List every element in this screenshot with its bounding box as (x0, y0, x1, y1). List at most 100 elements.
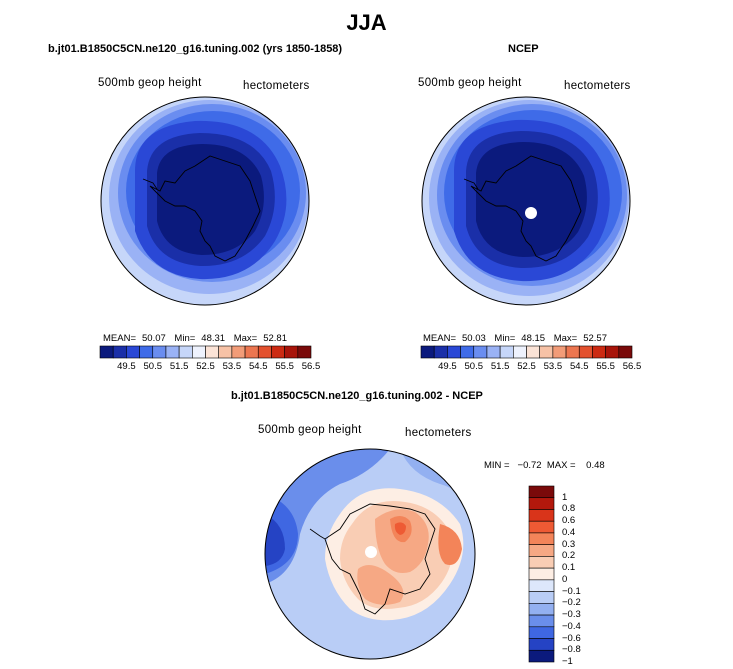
colorbar-swatch (528, 614, 555, 628)
colorbar-tick-label: 49.5 (438, 361, 457, 372)
colorbar-tick-label: 51.5 (490, 361, 510, 372)
colorbar-swatch (244, 345, 259, 359)
panel-1-colorbar (99, 345, 312, 359)
colorbar-swatch (528, 626, 555, 639)
colorbar-tick-label: 0.6 (562, 515, 576, 527)
colorbar-swatch (528, 567, 555, 581)
colorbar-swatch (99, 345, 114, 359)
colorbar-tick-label: 53.5 (222, 361, 242, 372)
colorbar-swatch (528, 603, 555, 616)
colorbar-swatch (271, 345, 285, 359)
colorbar-swatch (528, 579, 555, 592)
colorbar-tick-label: 55.5 (275, 361, 294, 372)
colorbar-tick-label: −0.6 (562, 632, 581, 644)
contour-band (357, 565, 404, 605)
colorbar-swatch (528, 485, 555, 499)
colorbar-swatch (126, 345, 140, 359)
panel-2-polar-map (421, 96, 631, 306)
colorbar-tick-label: −0.8 (562, 644, 581, 656)
contour-band (265, 514, 285, 566)
peninsula-coastline (309, 528, 326, 540)
colorbar-tick-label: 0.1 (562, 562, 576, 574)
colorbar-tick-label: 50.5 (143, 361, 163, 372)
panel-1-colorbar-ticks: 49.5 50.5 51.5 52.5 53.5 54.5 55.5 56.5 (100, 361, 320, 373)
panel-1-polar-map (100, 96, 310, 306)
missing-data-pole (525, 207, 537, 219)
colorbar-swatch (192, 345, 206, 359)
colorbar-tick-label: 0.2 (562, 550, 576, 562)
min-value: 48.15 (521, 333, 546, 344)
missing-data-pole (365, 546, 377, 558)
panel-2-subtitle-units: hectometers (564, 80, 631, 92)
min-label: Min= (494, 333, 516, 344)
antarctica-coastline (149, 155, 261, 262)
colorbar-tick-label: 0.8 (562, 503, 576, 515)
colorbar-swatch (605, 345, 620, 359)
colorbar-tick-label: 52.5 (517, 361, 536, 372)
contour-band (438, 524, 462, 565)
colorbar-tick-label: −0.1 (562, 585, 581, 597)
panel-1-subtitle-units: hectometers (243, 80, 310, 92)
diff-colorbar-labels: 1 0.8 0.6 0.4 0.3 0.2 0.1 0 −0.1 −0.2 −0… (562, 486, 602, 667)
panel-2-colorbar-ticks: 49.5 50.5 51.5 52.5 53.5 54.5 55.5 56.5 (421, 361, 641, 373)
colorbar-tick-label: 51.5 (169, 361, 189, 372)
colorbar-tick-label: 0.4 (562, 526, 576, 538)
colorbar-swatch (257, 345, 272, 359)
colorbar-swatch (178, 345, 193, 359)
map-border (100, 96, 310, 306)
map-border (264, 448, 476, 660)
antarctica-coastline (324, 503, 436, 615)
mean-value: 50.03 (462, 333, 486, 344)
colorbar-swatch (618, 345, 633, 359)
colorbar-tick-label: −0.2 (562, 597, 581, 609)
colorbar-tick-label: 53.5 (543, 361, 563, 372)
colorbar-swatch (528, 509, 555, 522)
mean-label: MEAN= (103, 333, 136, 344)
colorbar-swatch (112, 345, 127, 359)
colorbar-swatch (165, 345, 180, 359)
colorbar-swatch (205, 345, 219, 359)
colorbar-swatch (528, 497, 555, 510)
colorbar-tick-label: −1 (562, 656, 573, 667)
contour-band (265, 449, 390, 584)
colorbar-swatch (552, 345, 567, 359)
panel-2-colorbar (420, 345, 633, 359)
colorbar-tick-label: 0 (562, 573, 568, 585)
colorbar-swatch (578, 345, 593, 359)
colorbar-tick-label: 0.3 (562, 538, 576, 550)
colorbar-tick-label: 54.5 (249, 361, 268, 372)
panel-2-stats: MEAN= 50.03 Min= 48.15 Max= 52.57 (423, 333, 613, 344)
panel-1-stats: MEAN= 50.07 Min= 48.31 Max= 52.81 (103, 333, 293, 344)
colorbar-swatch (231, 345, 246, 359)
colorbar-swatch (473, 345, 488, 359)
panel-1-title: b.jt01.B1850C5CN.ne120_g16.tuning.002 (y… (48, 43, 343, 55)
panel-1-subtitle-variable: 500mb geop height (98, 77, 202, 89)
diff-colorbar (528, 485, 555, 663)
colorbar-tick-label: 49.5 (117, 361, 136, 372)
colorbar-swatch (139, 345, 154, 359)
colorbar-tick-label: 56.5 (622, 361, 642, 372)
diff-subtitle-variable: 500mb geop height (258, 424, 362, 436)
colorbar-swatch (528, 591, 555, 604)
colorbar-swatch (513, 345, 527, 359)
colorbar-swatch (152, 345, 167, 359)
colorbar-tick-label: 55.5 (596, 361, 615, 372)
mean-label: MEAN= (423, 333, 456, 344)
contour-band (394, 522, 406, 535)
mean-value: 50.07 (142, 333, 166, 344)
min-label: Min= (174, 333, 196, 344)
max-value: 52.81 (263, 333, 287, 344)
max-value: 52.57 (583, 333, 607, 344)
diff-polar-map (264, 448, 476, 660)
colorbar-tick-label: 54.5 (570, 361, 589, 372)
peninsula-coastline (142, 178, 158, 190)
colorbar-swatch (297, 345, 312, 359)
colorbar-swatch (284, 345, 299, 359)
colorbar-swatch (528, 520, 555, 534)
antarctica-coastline (470, 155, 582, 262)
colorbar-swatch (420, 345, 435, 359)
contour-band (476, 142, 587, 257)
diff-panel-title: b.jt01.B1850C5CN.ne120_g16.tuning.002 - … (231, 390, 483, 402)
colorbar-swatch (528, 532, 555, 545)
map-border (421, 96, 631, 306)
